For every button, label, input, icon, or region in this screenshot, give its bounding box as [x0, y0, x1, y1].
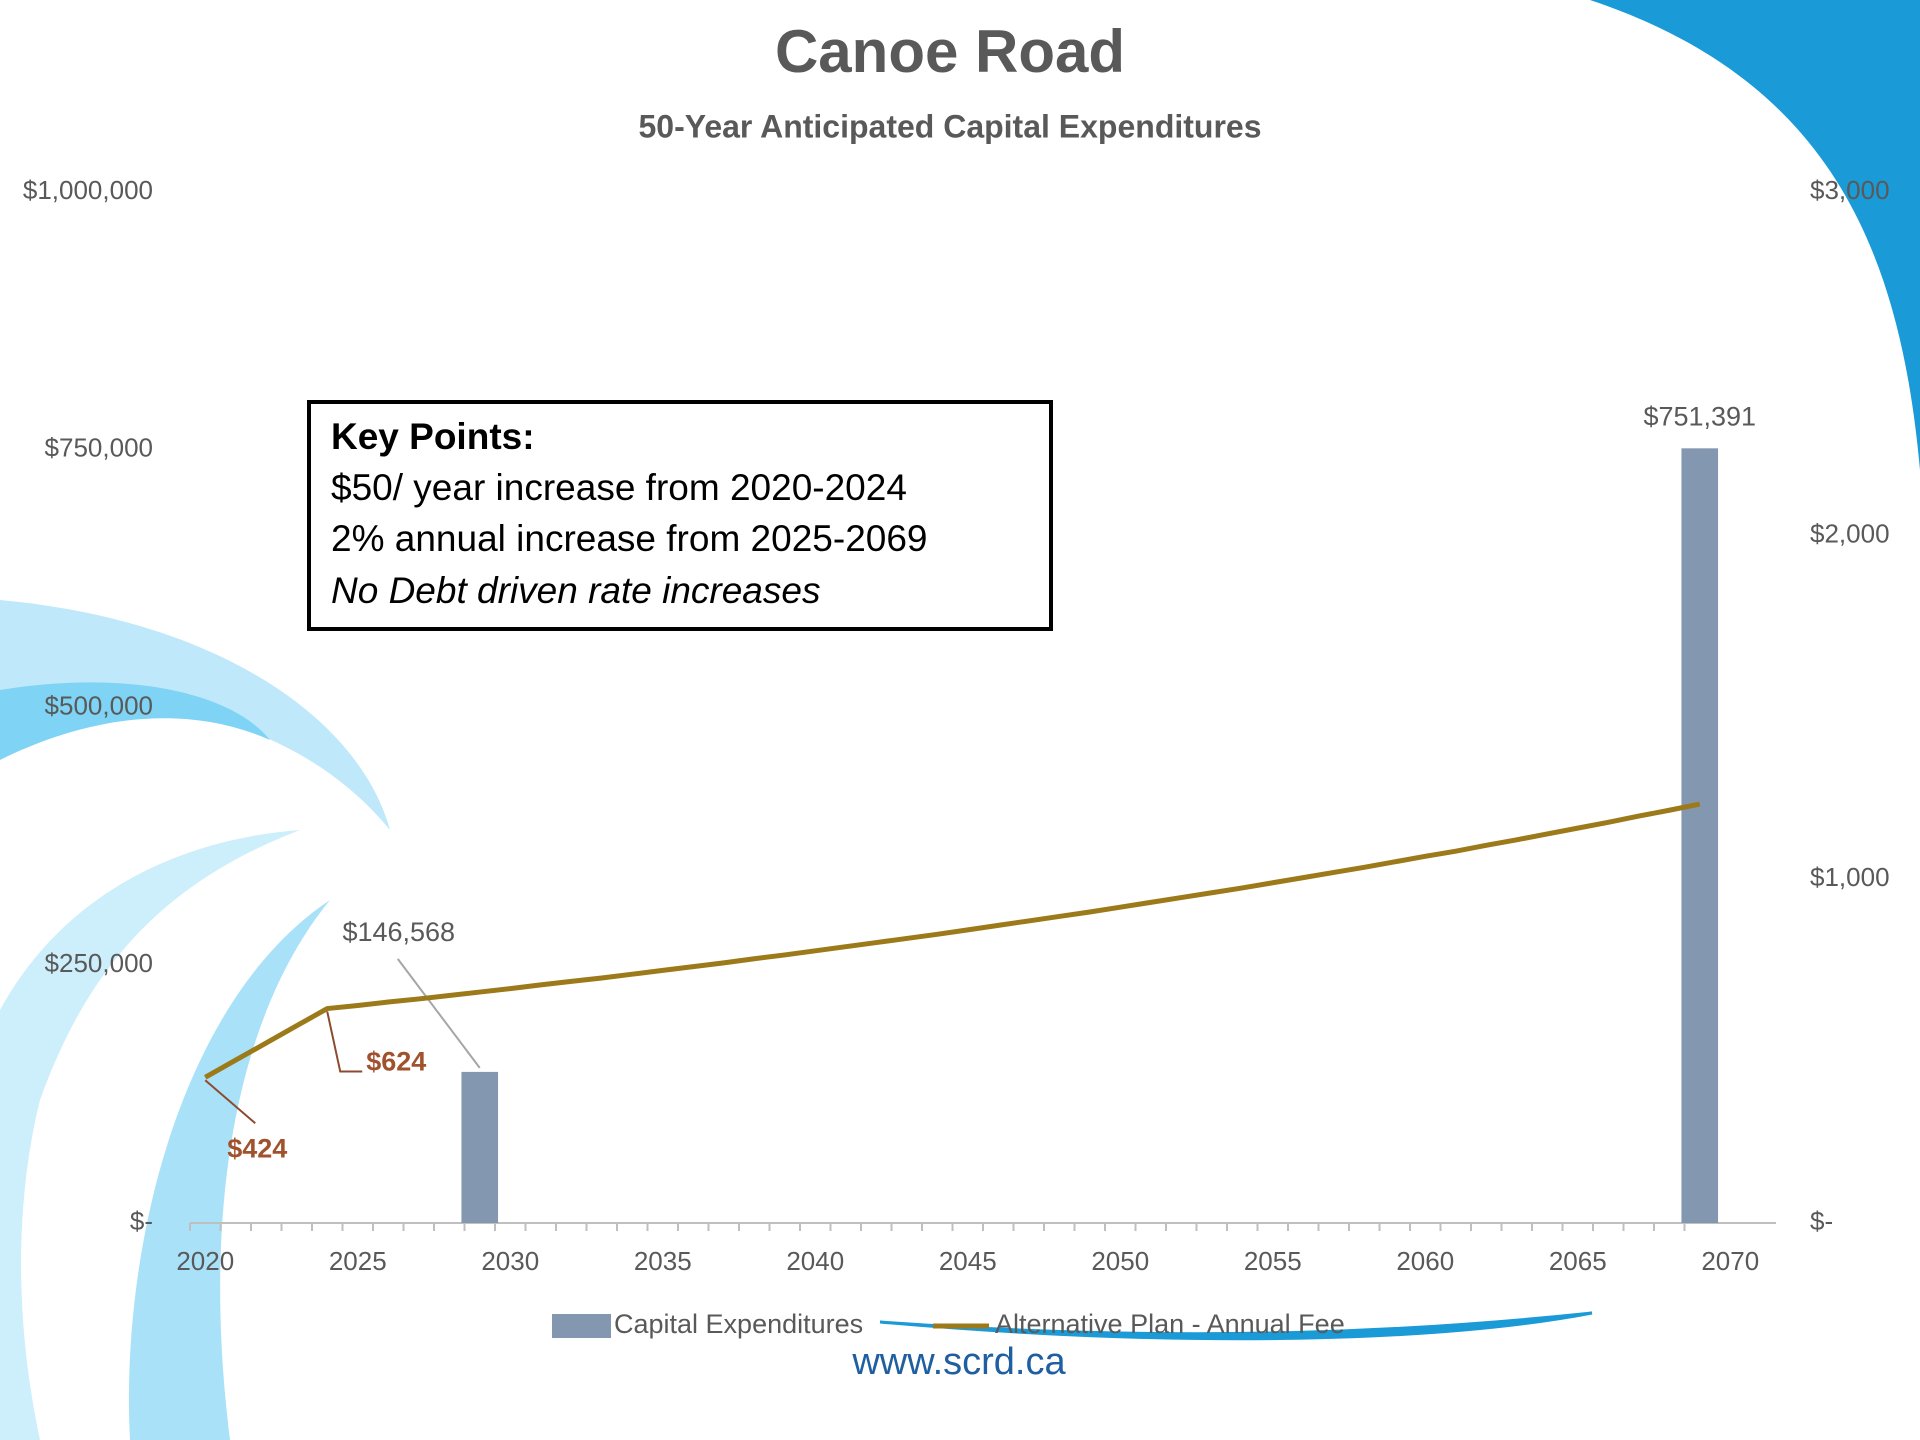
- x-tick-label: 2055: [1244, 1246, 1302, 1276]
- data-label: $751,391: [1643, 401, 1756, 431]
- y2-tick-label: $-: [1810, 1206, 1833, 1236]
- annotation-line: No Debt driven rate increases: [331, 570, 820, 611]
- chart-title: Canoe Road: [775, 18, 1125, 85]
- x-tick-label: 2025: [329, 1246, 387, 1276]
- x-tick-label: 2040: [786, 1246, 844, 1276]
- legend-swatch: [552, 1314, 611, 1338]
- y2-tick-label: $3,000: [1810, 175, 1890, 205]
- swoosh-left: [128, 900, 330, 1440]
- data-label: $624: [366, 1047, 426, 1077]
- x-tick-label: 2030: [481, 1246, 539, 1276]
- swoosh-left: [0, 830, 300, 1440]
- bar: [1681, 448, 1719, 1223]
- legend: Capital Expenditures Alternative Plan - A…: [552, 1309, 1345, 1339]
- y2-tick-label: $1,000: [1810, 862, 1890, 892]
- x-tick-label: 2020: [176, 1246, 234, 1276]
- x-tick-label: 2060: [1396, 1246, 1454, 1276]
- data-label: $146,568: [342, 917, 455, 947]
- x-tick-label: 2035: [634, 1246, 692, 1276]
- label-leader: [396, 958, 481, 1069]
- y-tick-label: $750,000: [45, 433, 153, 463]
- annotation-line: $50/ year increase from 2020-2024: [331, 467, 907, 508]
- y-tick-label: $250,000: [45, 948, 153, 978]
- annotation-heading: Key Points:: [331, 416, 535, 457]
- swoosh-bottom: [879, 1311, 1593, 1341]
- label-leader: [204, 1079, 256, 1125]
- y-tick-label: $500,000: [45, 690, 153, 720]
- swoosh-left: [0, 600, 390, 830]
- legend-label: Alternative Plan - Annual Fee: [995, 1309, 1345, 1339]
- y2-tick-label: $2,000: [1810, 519, 1890, 549]
- annotation-line: 2% annual increase from 2025-2069: [331, 518, 928, 559]
- chart-subtitle: 50-Year Anticipated Capital Expenditures: [639, 108, 1262, 144]
- line: [204, 801, 1701, 1080]
- annotation-box: [307, 400, 1053, 631]
- swoosh-left: [0, 682, 270, 760]
- key-points-box: Key Points: $50/ year increase from 2020…: [307, 400, 1053, 631]
- y-tick-label: $1,000,000: [23, 175, 153, 205]
- x-tick-label: 2050: [1091, 1246, 1149, 1276]
- y-tick-label: $-: [130, 1206, 153, 1236]
- x-tick-label: 2065: [1549, 1246, 1607, 1276]
- legend-label: Capital Expenditures: [614, 1309, 863, 1339]
- swoosh-top-right: [1590, 0, 1920, 470]
- footer-url: www.scrd.ca: [851, 1341, 1066, 1383]
- label-leader: [326, 1011, 363, 1073]
- data-label: $424: [227, 1133, 287, 1163]
- x-tick-label: 2045: [939, 1246, 997, 1276]
- plot-area: $- $250,000 $500,000 $750,000 $1,000,000 $- $1…: [23, 175, 1890, 1276]
- x-tick-label: 2070: [1701, 1246, 1759, 1276]
- bar: [461, 1071, 499, 1223]
